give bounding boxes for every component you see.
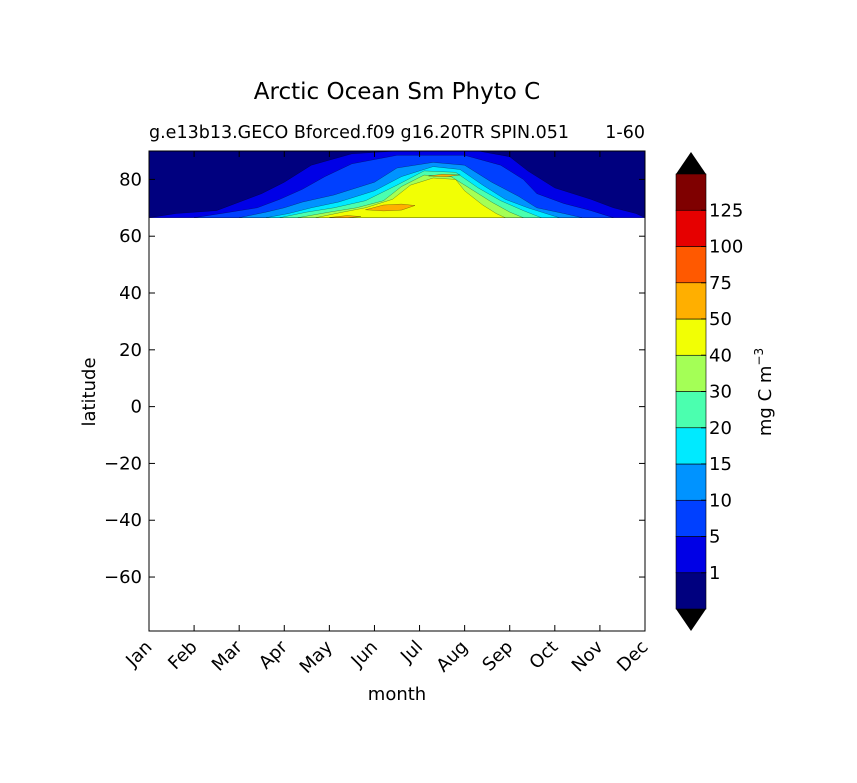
y-tick-label: 20	[119, 340, 142, 361]
contour-band	[365, 203, 416, 212]
y-tick-labels: 80 60 40 20 0 −20 −40 −60	[104, 169, 142, 588]
colorbar-segment	[675, 354, 707, 392]
colorbar-segment	[675, 282, 707, 320]
chart-subtitle-left: g.e13b13.GECO Bforced.f09 g16.20TR SPIN.…	[149, 123, 569, 143]
plot-frame	[148, 150, 646, 632]
colorbar-extend-max	[676, 152, 706, 174]
colorbar-segment	[675, 173, 707, 211]
contour-band	[329, 215, 361, 218]
x-tick-label: Jan	[121, 637, 156, 672]
x-tick-label: Jun	[347, 637, 382, 672]
x-tick-label: Dec	[613, 637, 652, 676]
colorbar-tick-label: 15	[709, 454, 732, 475]
colorbar-tick-label: 75	[709, 273, 732, 294]
colorbar-tick-label: 100	[709, 237, 743, 258]
x-axis-label: month	[368, 684, 426, 705]
colorbar-segment	[675, 246, 707, 284]
colorbar-label-exponent: −3	[752, 348, 766, 366]
x-tick-label: Oct	[525, 637, 562, 674]
colorbar-tick-label: 125	[709, 200, 743, 221]
y-tick-label: 40	[119, 283, 142, 304]
colorbar-tick-label: 5	[709, 527, 720, 548]
y-tick-label: 60	[119, 226, 142, 247]
x-tick-label: Aug	[432, 637, 472, 677]
colorbar	[675, 152, 707, 631]
contour-fills	[149, 151, 645, 218]
colorbar-tick-label: 1	[709, 563, 720, 584]
colorbar-tick-label: 50	[709, 309, 732, 330]
x-tick-label: May	[296, 636, 337, 677]
colorbar-extend-min	[676, 609, 706, 631]
colorbar-segment	[675, 209, 707, 247]
colorbar-tick-label: 40	[709, 345, 732, 366]
y-tick-label: −60	[104, 567, 142, 588]
colorbar-segment	[675, 499, 707, 537]
y-tick-label: −20	[104, 453, 142, 474]
chart-title: Arctic Ocean Sm Phyto C	[254, 79, 540, 105]
colorbar-segment	[675, 463, 707, 501]
y-tick-label: 0	[131, 397, 142, 418]
colorbar-segment	[675, 427, 707, 465]
colorbar-tick-label: 20	[709, 418, 732, 439]
x-tick-label: Jul	[396, 637, 427, 668]
x-tick-label: Mar	[208, 636, 247, 675]
contour-band	[428, 174, 461, 178]
x-tick-label: Feb	[164, 637, 201, 674]
colorbar-label-group: mg C m−3	[752, 348, 776, 436]
colorbar-segment	[675, 536, 707, 574]
x-tick-labels: Jan Feb Mar Apr May Jun Jul Aug Sep Oct Nov Dec	[121, 636, 652, 678]
y-axis-label: latitude	[79, 357, 100, 426]
colorbar-tick-label: 30	[709, 382, 732, 403]
y-tick-label: 80	[119, 169, 142, 190]
x-tick-label: Sep	[478, 637, 517, 676]
y-tick-label: −40	[104, 510, 142, 531]
colorbar-label: mg C m−3	[752, 348, 776, 436]
axis-ticks	[148, 151, 646, 631]
x-tick-label: Nov	[568, 636, 608, 676]
colorbar-label-text: mg C m	[755, 366, 776, 437]
chart-subtitle-right: 1-60	[605, 123, 645, 143]
colorbar-segment	[675, 318, 707, 356]
x-tick-label: Apr	[255, 636, 292, 673]
colorbar-segment	[675, 391, 707, 429]
colorbar-tick-label: 10	[709, 490, 732, 511]
colorbar-segment	[675, 572, 707, 610]
contour-band	[315, 177, 506, 218]
